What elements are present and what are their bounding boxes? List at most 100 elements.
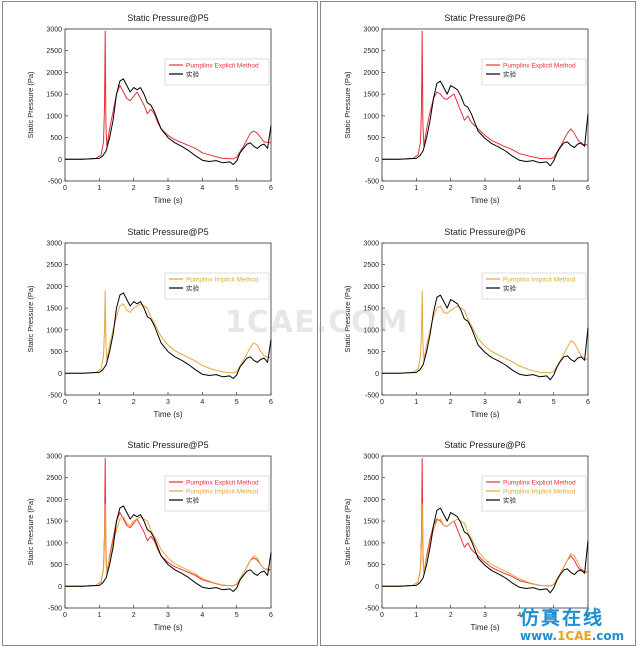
y-tick-label: 500 — [50, 562, 62, 569]
x-tick-label: 4 — [517, 399, 521, 406]
left-panel-frame — [2, 1, 318, 646]
series-line-explicit — [382, 30, 589, 160]
x-tick-label: 1 — [414, 612, 418, 619]
y-tick-label: 0 — [375, 157, 379, 164]
legend-label: 实验 — [503, 496, 517, 505]
x-tick-label: 4 — [517, 612, 521, 619]
legend-label: Pumplinx Implicit Method — [503, 277, 576, 284]
chart-title: Static Pressure@P5 — [127, 440, 208, 450]
x-tick-label: 6 — [269, 612, 273, 619]
right-panel-frame — [320, 1, 636, 646]
legend-label: Pumplinx Implicit Method — [186, 277, 259, 284]
y-tick-label: 2500 — [363, 48, 379, 55]
x-tick-label: 0 — [380, 612, 384, 619]
y-tick-label: 1000 — [46, 540, 62, 547]
x-tick-label: 0 — [380, 399, 384, 406]
y-tick-label: 2500 — [363, 262, 379, 269]
y-tick-label: 2500 — [363, 475, 379, 482]
series-line-implicit — [382, 290, 589, 374]
y-axis-label: Static Pressure (Pa) — [343, 498, 352, 566]
y-tick-label: 3000 — [46, 27, 62, 34]
y-tick-label: 500 — [367, 135, 379, 142]
x-tick-label: 3 — [483, 399, 487, 406]
x-tick-label: 0 — [63, 399, 67, 406]
y-tick-label: 500 — [367, 349, 379, 356]
brand-url-suffix: .com — [591, 629, 625, 643]
x-axis-label: Time (s) — [470, 410, 499, 419]
chart-p6-explicit: Static Pressure@P6-500050010001500200025… — [343, 13, 590, 205]
x-tick-label: 1 — [97, 612, 101, 619]
x-tick-label: 5 — [235, 185, 239, 192]
x-tick-label: 3 — [483, 185, 487, 192]
x-tick-label: 5 — [552, 185, 556, 192]
x-tick-label: 2 — [449, 399, 453, 406]
legend-label: 实验 — [186, 284, 200, 293]
x-tick-label: 6 — [586, 399, 590, 406]
y-tick-label: 1000 — [363, 540, 379, 547]
chart-title: Static Pressure@P6 — [444, 440, 525, 450]
x-tick-label: 2 — [132, 185, 136, 192]
x-tick-label: 1 — [414, 399, 418, 406]
x-tick-label: 5 — [552, 399, 556, 406]
y-tick-label: 1500 — [46, 306, 62, 313]
y-tick-label: 2500 — [46, 262, 62, 269]
series-line-implicit — [65, 290, 272, 374]
legend-label: Pumplinx Explicit Method — [186, 63, 259, 70]
y-tick-label: 500 — [50, 349, 62, 356]
y-tick-label: 1500 — [363, 306, 379, 313]
x-tick-label: 4 — [200, 399, 204, 406]
y-tick-label: 0 — [375, 584, 379, 591]
series-line-experiment — [65, 292, 272, 379]
legend-label: Pumplinx Explicit Method — [186, 480, 259, 487]
series-line-implicit — [382, 503, 589, 587]
x-tick-label: 4 — [200, 185, 204, 192]
y-axis-label: Static Pressure (Pa) — [26, 285, 35, 353]
y-tick-label: 1500 — [363, 519, 379, 526]
brand-logo[interactable]: 仿真在线 www.1CAE.com — [520, 608, 638, 644]
chart-title: Static Pressure@P6 — [444, 227, 525, 237]
series-line-experiment — [382, 294, 589, 381]
chart-p6-implicit: Static Pressure@P6-500050010001500200025… — [343, 227, 590, 419]
chart-p6-both: Static Pressure@P6-500050010001500200025… — [343, 440, 590, 632]
y-tick-label: 1000 — [363, 113, 379, 120]
x-tick-label: 6 — [269, 185, 273, 192]
x-tick-label: 2 — [449, 612, 453, 619]
x-tick-label: 6 — [586, 185, 590, 192]
x-tick-label: 2 — [132, 399, 136, 406]
y-tick-label: 0 — [58, 371, 62, 378]
legend-box — [481, 58, 587, 86]
y-tick-label: 2000 — [363, 70, 379, 77]
legend-label: 实验 — [186, 496, 200, 505]
y-tick-label: 3000 — [46, 454, 62, 461]
brand-url: www.1CAE.com — [520, 628, 638, 644]
y-tick-label: 1000 — [46, 113, 62, 120]
x-tick-label: 6 — [269, 399, 273, 406]
x-tick-label: 5 — [235, 399, 239, 406]
y-tick-label: 500 — [50, 135, 62, 142]
y-tick-label: 0 — [375, 371, 379, 378]
y-tick-label: 3000 — [363, 241, 379, 248]
y-tick-label: 3000 — [363, 27, 379, 34]
series-line-experiment — [65, 505, 272, 592]
legend-box — [481, 272, 587, 300]
series-line-explicit — [65, 30, 272, 160]
y-axis-label: Static Pressure (Pa) — [343, 71, 352, 139]
y-tick-label: 1500 — [46, 519, 62, 526]
x-axis-label: Time (s) — [153, 623, 182, 632]
y-tick-label: 1000 — [46, 327, 62, 334]
legend-label: 实验 — [503, 70, 517, 79]
x-axis-label: Time (s) — [153, 410, 182, 419]
x-tick-label: 1 — [97, 399, 101, 406]
y-tick-label: 2000 — [46, 70, 62, 77]
x-tick-label: 3 — [166, 612, 170, 619]
y-tick-label: 0 — [58, 157, 62, 164]
y-tick-label: 500 — [367, 562, 379, 569]
chart-p5-explicit: Static Pressure@P5-500050010001500200025… — [26, 13, 273, 205]
series-line-experiment — [382, 507, 589, 594]
y-tick-label: 3000 — [46, 241, 62, 248]
y-tick-label: 1500 — [46, 92, 62, 99]
y-tick-label: -500 — [365, 606, 379, 613]
legend-label: Pumplinx Explicit Method — [503, 63, 576, 70]
chart-title: Static Pressure@P5 — [127, 13, 208, 23]
